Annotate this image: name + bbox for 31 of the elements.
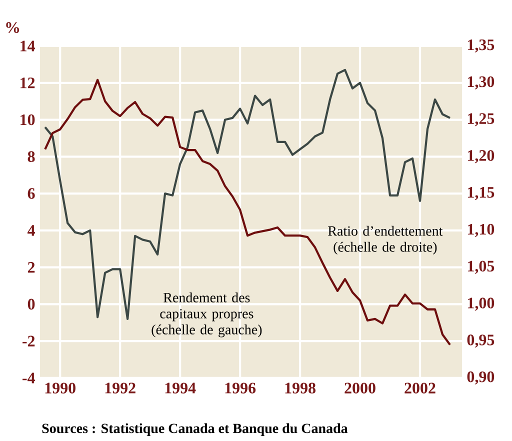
- y2-tick-label: 0,90: [467, 371, 494, 385]
- source-note: Sources : Statistique Canada et Banque du Canada: [42, 423, 348, 436]
- y2-tick-label: 0,95: [467, 334, 494, 348]
- y2-tick-label: 1,20: [468, 150, 494, 164]
- y-tick-label: 2: [28, 262, 35, 273]
- x-tick-label: 1994: [165, 382, 196, 394]
- x-tick-label: 2000: [344, 382, 376, 394]
- x-tick-label: 1992: [105, 382, 136, 394]
- y2-tick-label: 1,25: [468, 113, 494, 126]
- y-tick-label: 0: [28, 298, 35, 310]
- y2-tick-label: 1,15: [468, 187, 494, 200]
- x-tick-label: 1996: [225, 382, 256, 394]
- y2-tick-label: 1,35: [468, 39, 494, 53]
- y-axis-title: %: [6, 22, 20, 33]
- y-tick-label: 8: [28, 151, 35, 162]
- series-label: Ratio d’endettement (échelle de droite): [328, 226, 443, 255]
- series-label: Rendement des capitaux propres (échelle de gauche): [152, 292, 262, 338]
- x-tick-label: 1998: [285, 382, 316, 394]
- y2-tick-label: 1,30: [468, 76, 494, 90]
- y2-tick-label: 1,05: [468, 260, 494, 274]
- y2-tick-label: 1,00: [468, 298, 494, 311]
- y-tick-label: 12: [20, 78, 35, 88]
- x-tick-label: 2002: [404, 382, 436, 394]
- y-tick-label: 6: [28, 188, 35, 199]
- y-tick-label: 4: [28, 225, 35, 236]
- y-tick-label: -2: [22, 336, 35, 346]
- y-tick-label: 10: [20, 114, 35, 126]
- x-tick-label: 1990: [45, 382, 76, 394]
- y-tick-label: 14: [20, 40, 35, 52]
- y2-tick-label: 1,10: [468, 224, 494, 237]
- y-tick-label: -4: [22, 372, 35, 384]
